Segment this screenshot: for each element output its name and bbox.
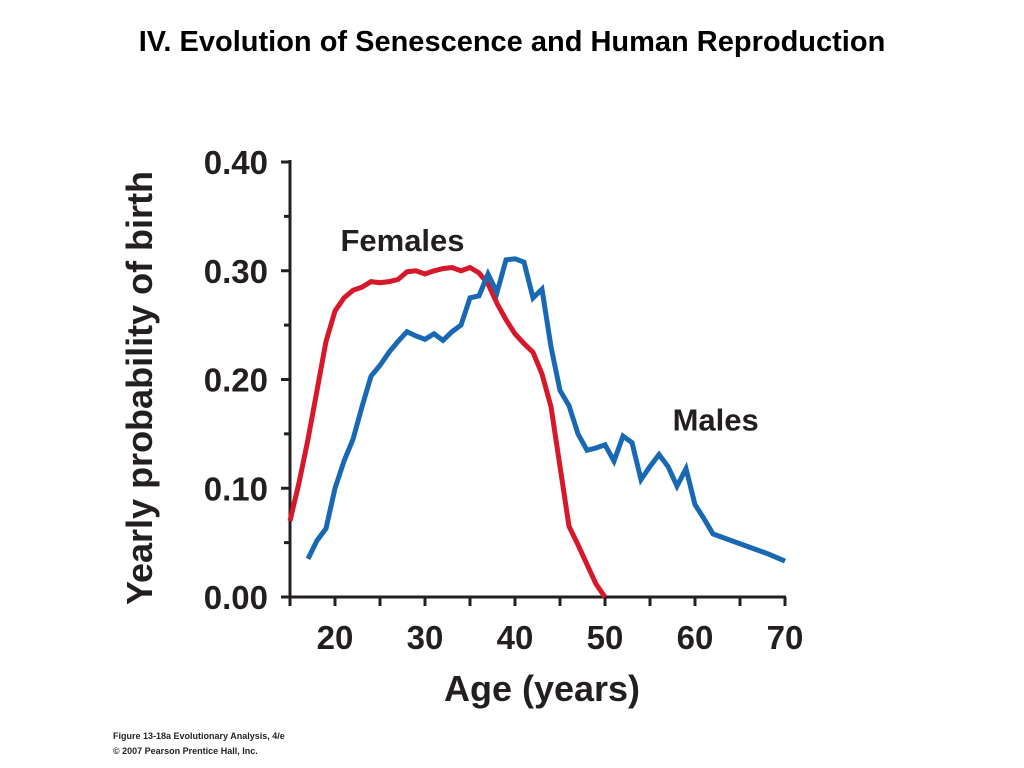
y-tick-label: 0.00 — [204, 579, 268, 616]
caption-line-figure: Figure 13-18a Evolutionary Analysis, 4/e — [113, 731, 285, 741]
y-tick-label: 0.40 — [204, 144, 268, 181]
series-line-females — [287, 264, 608, 599]
caption-line-copyright: © 2007 Pearson Prentice Hall, Inc. — [113, 746, 258, 756]
series-label-females: Females — [340, 223, 464, 258]
x-tick-label: 40 — [497, 619, 534, 656]
chart-series — [287, 256, 786, 599]
slide-title: IV. Evolution of Senescence and Human Re… — [138, 26, 886, 58]
series-label-males: Males — [673, 403, 759, 438]
x-tick-label: 20 — [317, 619, 354, 656]
y-tick-label: 0.10 — [204, 470, 268, 507]
x-tick-label: 30 — [407, 619, 444, 656]
x-tick-label: 50 — [587, 619, 624, 656]
figure-caption: Figure 13-18a Evolutionary Analysis, 4/e… — [113, 729, 285, 759]
y-tick-label: 0.30 — [204, 253, 268, 290]
series-line-males — [305, 256, 786, 564]
y-axis-label: Yearly probability of birth — [119, 171, 160, 605]
chart-tick-labels: 0.00 0.10 0.20 0.30 0.40 20 30 40 50 60 70 — [204, 144, 804, 656]
x-axis-label: Age (years) — [444, 668, 640, 709]
chart-annotations: Females Males — [340, 223, 758, 437]
x-tick-label: 70 — [767, 619, 804, 656]
y-tick-label: 0.20 — [204, 362, 268, 399]
chart-axes — [281, 160, 787, 606]
x-tick-label: 60 — [677, 619, 714, 656]
